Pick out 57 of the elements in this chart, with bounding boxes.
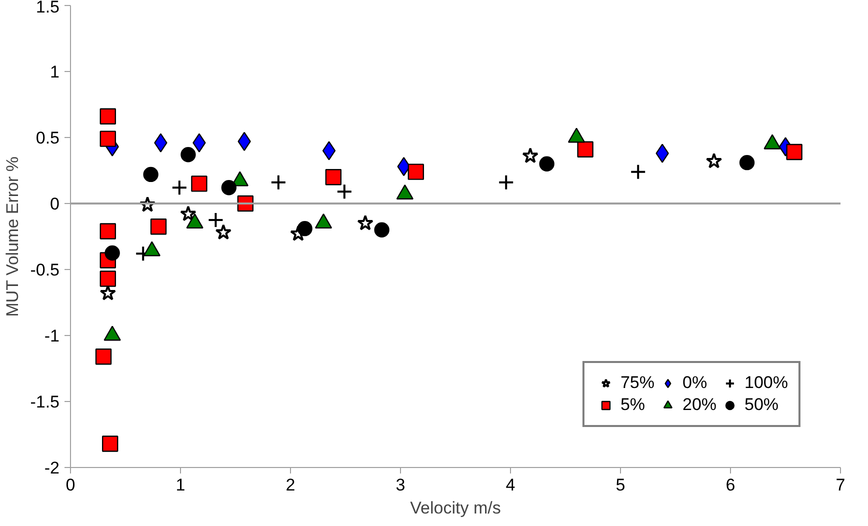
- x-tick-label: 5: [616, 476, 626, 494]
- legend-label: 20%: [682, 395, 717, 415]
- point: [539, 156, 554, 172]
- y-tick-label: -2: [44, 458, 60, 478]
- point: [297, 220, 312, 236]
- x-tick-label: 4: [506, 476, 516, 494]
- point: [100, 108, 116, 124]
- point: [325, 169, 342, 186]
- y-tick-label: -1.5: [30, 392, 60, 412]
- point: [95, 348, 112, 365]
- legend-label: 0%: [682, 373, 708, 393]
- point: [143, 166, 158, 182]
- y-tick-label: 0.5: [36, 128, 60, 148]
- point: [150, 218, 167, 235]
- x-tick-label: 1: [176, 476, 186, 494]
- point: [180, 206, 196, 222]
- point: [357, 214, 374, 230]
- point: [100, 130, 116, 147]
- x-tick-label: 7: [836, 476, 846, 494]
- point: [739, 154, 755, 170]
- y-tick-label: 1: [50, 62, 60, 82]
- point: [139, 196, 156, 212]
- point: [522, 147, 538, 164]
- point: [191, 176, 208, 192]
- x-tick-label: 3: [396, 476, 406, 494]
- legend-label: 5%: [620, 395, 646, 415]
- y-tick-label: 1.5: [36, 0, 60, 16]
- x-tick-label: 2: [286, 476, 296, 494]
- point: [221, 180, 236, 196]
- legend-label: 100%: [744, 373, 788, 393]
- y-axis-title: MUT Volume Error %: [3, 156, 22, 317]
- point: [786, 144, 802, 160]
- point: [180, 147, 196, 162]
- y-tick-label: -1: [44, 326, 60, 346]
- y-tick-label: 0: [50, 194, 60, 214]
- point: [706, 152, 722, 168]
- point: [577, 141, 594, 158]
- x-tick-label: 0: [66, 476, 76, 494]
- y-tick-label: -0.5: [30, 260, 60, 280]
- point: [100, 270, 116, 287]
- legend-label: 75%: [620, 373, 654, 393]
- point: [630, 164, 646, 180]
- point: [336, 184, 352, 200]
- legend-label: 50%: [744, 395, 779, 415]
- point: [498, 174, 514, 190]
- point: [171, 180, 188, 196]
- point: [215, 224, 232, 240]
- x-axis-title: Velocity m/s: [410, 498, 501, 518]
- point: [104, 245, 120, 261]
- x-tick-label: 6: [726, 476, 736, 494]
- point: [374, 222, 390, 238]
- point: [408, 164, 424, 180]
- point: [270, 174, 286, 190]
- point: [102, 436, 118, 452]
- point: [100, 284, 116, 300]
- point: [100, 223, 116, 240]
- point: [322, 141, 336, 160]
